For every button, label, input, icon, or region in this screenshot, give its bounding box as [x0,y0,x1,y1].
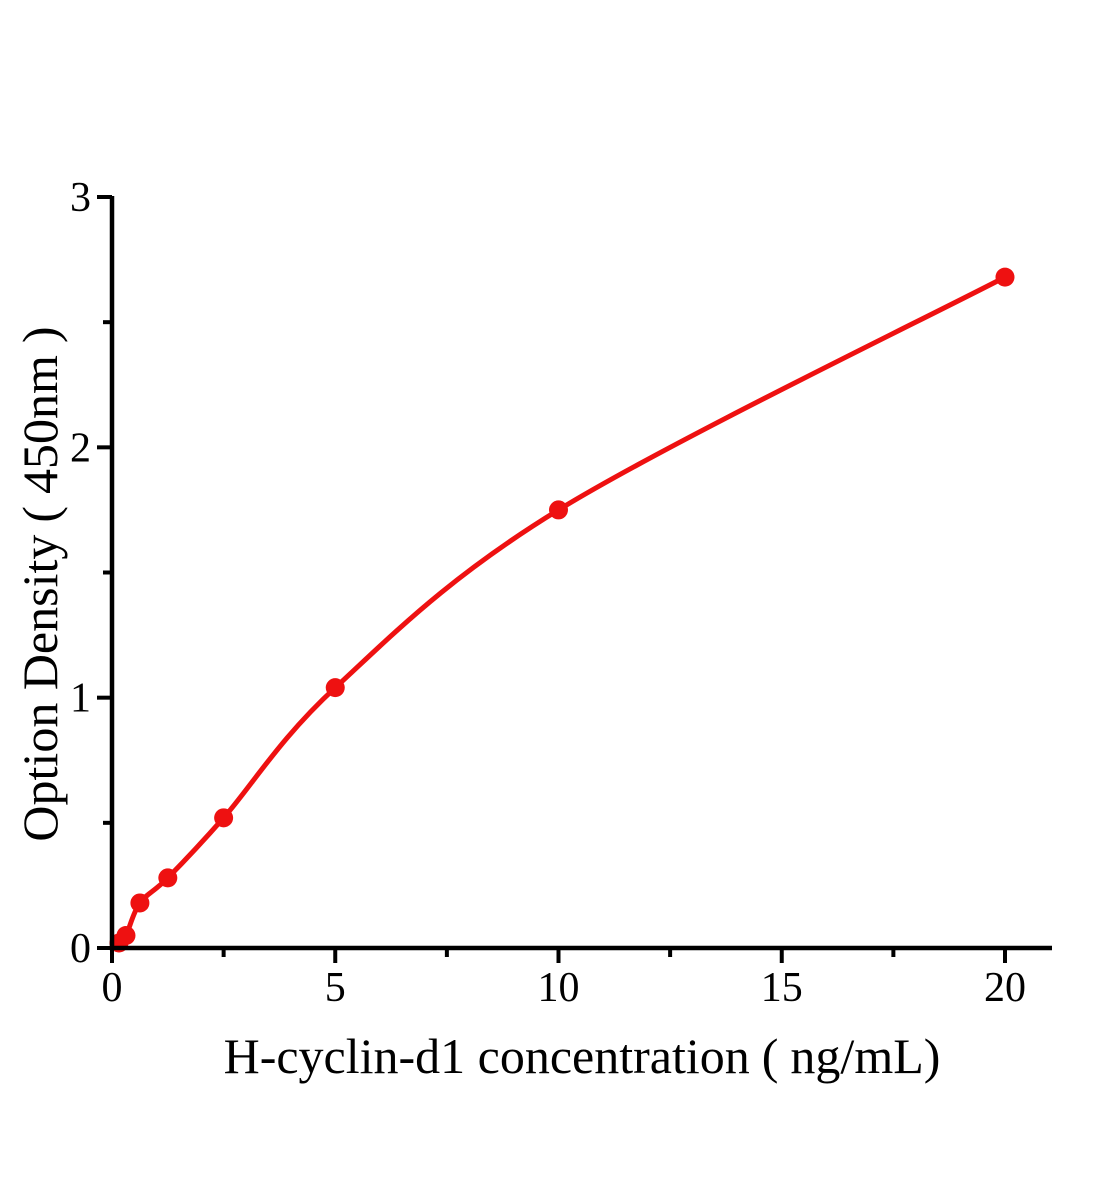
axes-group [97,195,1052,963]
x-tick-label: 5 [325,965,346,1011]
fitted-curve [110,274,1007,951]
x-tick-label: 10 [538,965,580,1011]
axis-lines [109,196,1052,951]
data-point [130,893,150,913]
x-tick-label: 20 [984,965,1026,1011]
x-tick-label: 0 [102,965,123,1011]
data-point [214,808,234,828]
x-axis-title: H-cyclin-d1 concentration(ng/mL) [223,1028,941,1084]
y-tick-label: 0 [70,926,91,972]
y-tick-labels-group: 0 1 2 3 [70,175,91,972]
standard-curve-group [110,274,1007,951]
y-axis-title: Option Density(450nm) [12,326,68,842]
data-point [995,267,1015,287]
y-tick-label: 2 [70,425,91,471]
y-tick-label: 1 [70,676,91,722]
data-point [116,925,136,945]
x-tick-label: 15 [761,965,803,1011]
data-point [325,678,345,698]
x-tick-labels-group: 0 5 10 15 20 [102,965,1027,1011]
data-points-group [109,267,1015,953]
data-point [549,500,568,520]
y-tick-label: 3 [70,175,91,221]
data-point [158,868,178,888]
